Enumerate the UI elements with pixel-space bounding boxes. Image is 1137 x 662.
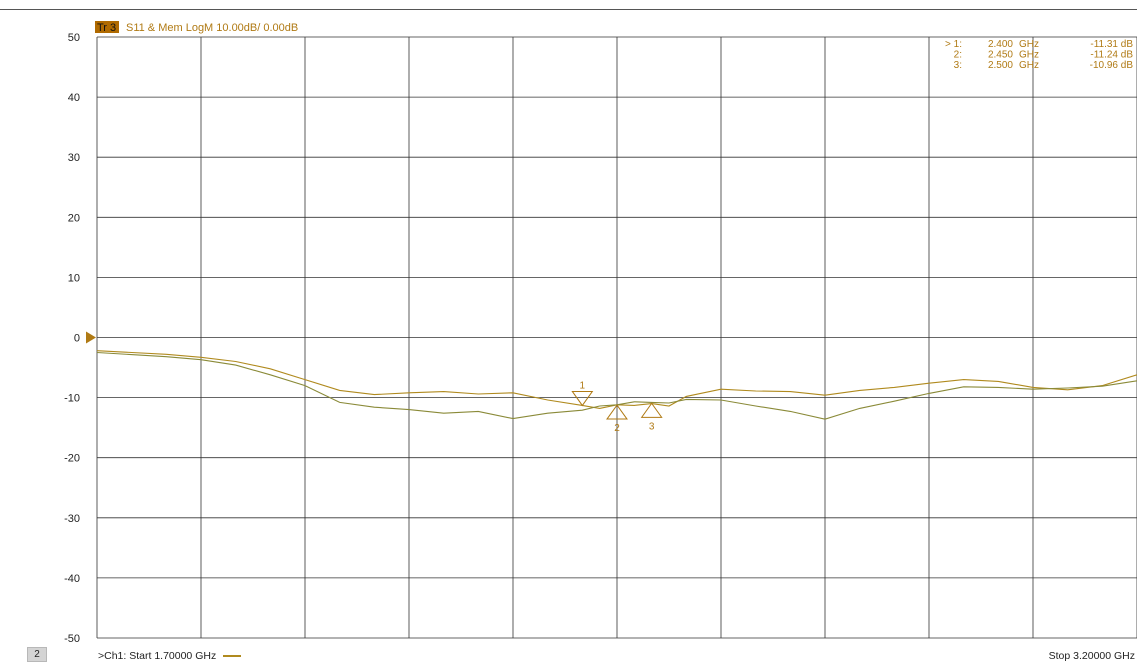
marker-index: 3: [954, 60, 962, 71]
start-frequency-label: >Ch1: Start 1.70000 GHz [98, 650, 217, 662]
plot-area[interactable]: 50 40 30 20 10 0 -10 -20 -30 -40 -50 1 2 3 Tr 3 S11 … [0, 0, 1137, 646]
marker-1-symbol [571, 390, 594, 407]
marker-2-symbol [606, 404, 628, 420]
y-tick-label: -50 [64, 633, 80, 645]
y-tick-label: -10 [64, 393, 80, 405]
marker-value: -11.31 dB [1090, 39, 1133, 50]
trace-line-memory [96, 351, 1137, 420]
marker-3-label: 3 [649, 421, 655, 432]
y-tick-label: 20 [68, 212, 80, 224]
grid [96, 36, 1137, 639]
y-tick-label: -30 [64, 513, 80, 525]
markers[interactable]: 1 2 3 [571, 380, 663, 434]
reference-level-arrow[interactable] [86, 331, 96, 344]
y-tick-label: 50 [68, 32, 80, 44]
reference-arrow-icon [86, 331, 96, 344]
marker-index: > 1: [945, 39, 962, 50]
marker-index: 2: [954, 50, 962, 61]
marker-frequency: 2.500 [988, 60, 1013, 71]
marker-readout-table: > 1: 2.400 GHz -11.31 dB 2: 2.450 GHz -11.24 dB… [945, 39, 1133, 71]
trace-header[interactable]: Tr 3 S11 & Mem LogM 10.00dB/ 0.00dB [95, 21, 298, 34]
stop-frequency: Stop 3.20000 GHz [1048, 650, 1135, 662]
trace-tag: Tr 3 [97, 22, 116, 34]
start-frequency: >Ch1: Start 1.70000 GHz [98, 650, 242, 662]
y-tick-label: 0 [74, 333, 80, 345]
marker-3-symbol [640, 402, 663, 418]
top-rule [0, 9, 1137, 10]
marker-2-label: 2 [614, 423, 620, 434]
y-tick-label: 30 [68, 152, 80, 164]
traces [96, 350, 1137, 420]
trace-legend-swatch [223, 655, 242, 657]
y-tick-labels: 50 40 30 20 10 0 -10 -20 -30 -40 -50 [64, 32, 80, 645]
y-tick-label: 40 [68, 92, 80, 104]
trace-title: S11 & Mem LogM 10.00dB/ 0.00dB [126, 22, 298, 34]
y-tick-label: -40 [64, 573, 80, 585]
marker-frequency: 2.400 [988, 39, 1013, 50]
marker-frequency-unit: GHz [1019, 60, 1039, 71]
marker-frequency: 2.450 [988, 50, 1013, 61]
y-tick-label: 10 [68, 272, 80, 284]
trace-tag-bg [95, 21, 119, 33]
y-tick-label: -20 [64, 453, 80, 465]
trace-line-s11 [96, 350, 1137, 409]
marker-frequency-unit: GHz [1019, 39, 1039, 50]
marker-value: -11.24 dB [1090, 50, 1133, 61]
marker-frequency-unit: GHz [1019, 50, 1039, 61]
marker-value: -10.96 dB [1090, 60, 1134, 71]
marker-1-label: 1 [580, 380, 586, 391]
channel-badge[interactable]: 2 [27, 647, 47, 662]
